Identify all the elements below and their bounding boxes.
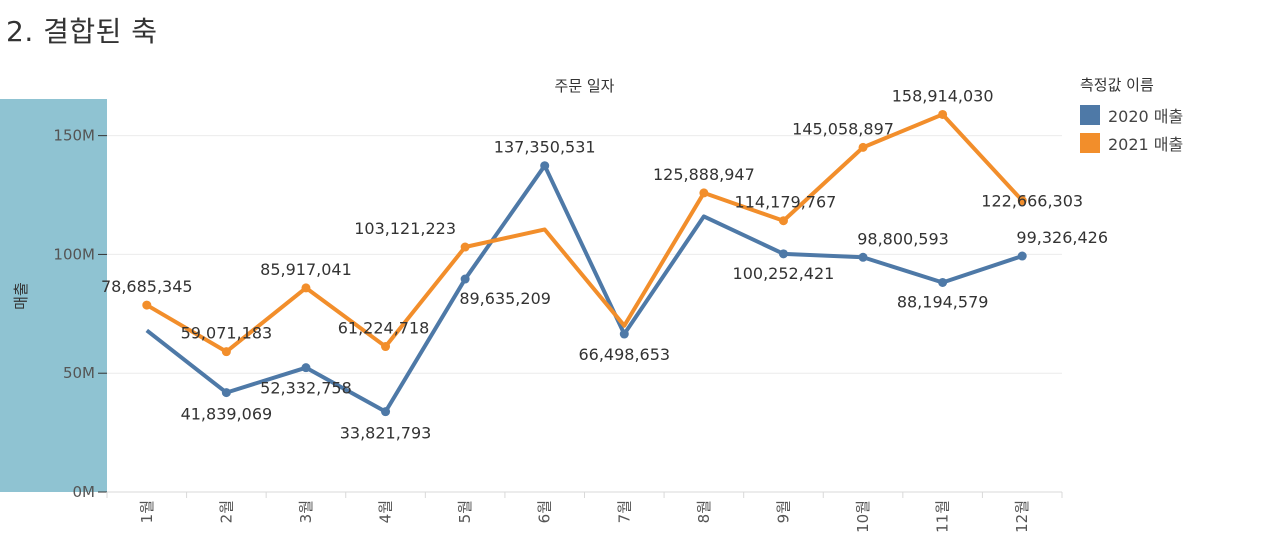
data-point xyxy=(938,109,948,119)
data-label: 41,839,069 xyxy=(181,405,273,424)
x-tick-label: 8월 xyxy=(695,500,713,523)
data-label: 66,498,653 xyxy=(578,345,670,364)
data-point xyxy=(778,249,788,259)
y-tick-label: 0M xyxy=(73,483,96,501)
data-label: 114,179,767 xyxy=(735,193,837,212)
x-tick-label: 11월 xyxy=(934,500,952,533)
page-title: 2. 결합된 축 xyxy=(6,15,158,48)
y-tick-label: 50M xyxy=(63,364,95,382)
series-line-2020 매출 xyxy=(145,163,1023,414)
y-axis-title: 매출 xyxy=(12,282,30,310)
legend-swatch-2021 xyxy=(1080,133,1100,153)
x-tick-label: 7월 xyxy=(615,500,633,523)
data-label: 137,350,531 xyxy=(494,138,596,157)
data-label: 61,224,718 xyxy=(338,319,430,338)
data-label: 89,635,209 xyxy=(459,289,551,308)
data-label: 158,914,030 xyxy=(892,86,994,105)
data-label: 52,332,758 xyxy=(260,379,352,398)
x-tick-label: 4월 xyxy=(377,500,395,523)
data-label: 122,666,303 xyxy=(981,192,1083,211)
data-point xyxy=(460,242,470,252)
data-point xyxy=(858,142,868,152)
x-tick-label: 9월 xyxy=(774,500,792,523)
y-axis-band xyxy=(0,99,107,492)
data-point xyxy=(540,161,550,171)
data-point xyxy=(301,283,311,293)
legend-item-2020[interactable]: 2020 매출 xyxy=(1080,101,1280,129)
y-tick-label: 150M xyxy=(53,127,95,145)
data-label: 88,194,579 xyxy=(897,292,989,311)
data-point xyxy=(221,347,231,357)
data-point xyxy=(1017,251,1027,261)
data-point xyxy=(1017,196,1027,206)
series-line-2021 매출 xyxy=(145,112,1024,354)
data-point xyxy=(381,342,391,352)
legend: 측정값 이름 2020 매출 2021 매출 xyxy=(1080,74,1280,157)
x-tick-label: 12월 xyxy=(1013,500,1031,533)
x-tick-label: 10월 xyxy=(854,500,872,533)
data-label: 145,058,897 xyxy=(792,119,894,138)
x-tick-label: 2월 xyxy=(217,500,235,523)
data-point xyxy=(858,252,868,262)
x-tick-label: 6월 xyxy=(536,500,554,523)
data-label: 125,888,947 xyxy=(653,165,755,184)
data-point xyxy=(699,188,709,198)
data-point xyxy=(460,274,470,284)
data-label: 33,821,793 xyxy=(340,424,432,443)
x-tick-label: 3월 xyxy=(297,500,315,523)
data-label: 99,326,426 xyxy=(1016,228,1108,247)
data-label: 59,071,183 xyxy=(181,324,273,343)
legend-label-2021: 2021 매출 xyxy=(1108,135,1184,154)
legend-item-2021[interactable]: 2021 매출 xyxy=(1080,129,1280,157)
y-tick-label: 100M xyxy=(53,245,95,263)
data-label: 103,121,223 xyxy=(354,219,456,238)
legend-title: 측정값 이름 xyxy=(1080,76,1154,94)
data-point xyxy=(938,277,948,287)
data-label: 98,800,593 xyxy=(857,229,949,248)
data-point xyxy=(381,407,391,417)
data-point xyxy=(619,329,629,339)
data-label: 85,917,041 xyxy=(260,260,352,279)
legend-swatch-2020 xyxy=(1080,105,1100,125)
x-tick-label: 1월 xyxy=(138,500,156,523)
x-axis-title: 주문 일자 xyxy=(555,77,615,95)
data-point xyxy=(142,300,152,310)
data-point xyxy=(778,216,788,226)
legend-label-2020: 2020 매출 xyxy=(1108,107,1184,126)
data-point xyxy=(221,388,231,398)
data-label: 78,685,345 xyxy=(101,277,193,296)
data-point xyxy=(301,363,311,373)
data-label: 100,252,421 xyxy=(733,264,835,283)
x-tick-label: 5월 xyxy=(456,500,474,523)
